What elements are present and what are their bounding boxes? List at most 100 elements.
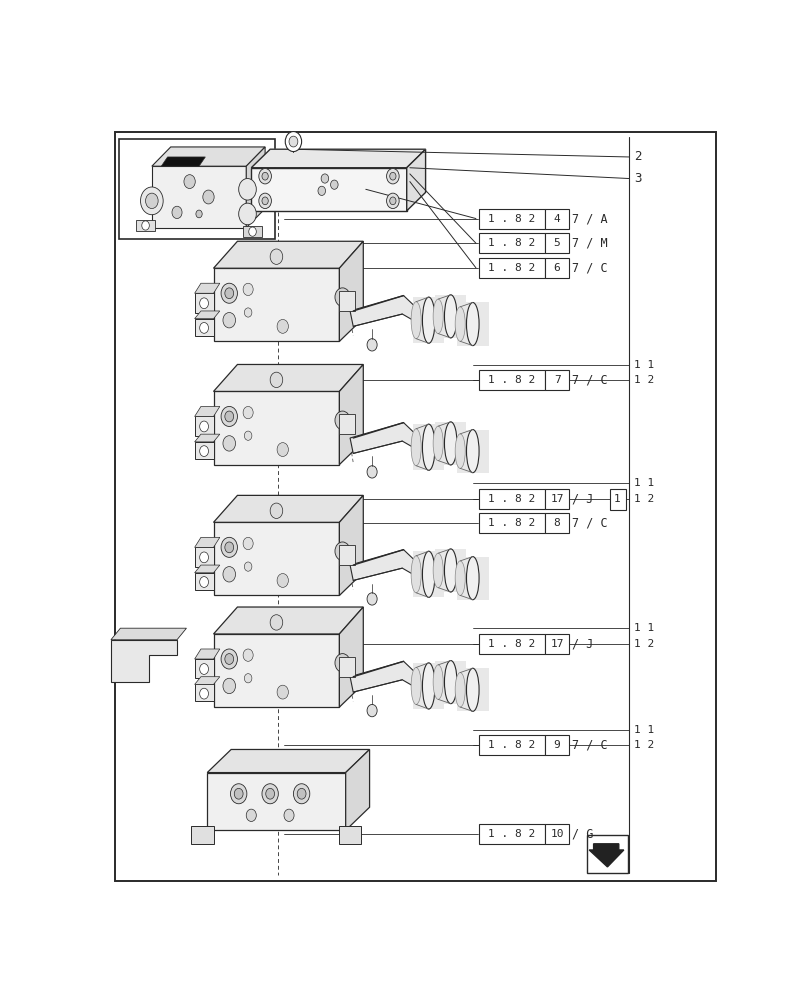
Text: 3: 3 [633,172,641,185]
Text: 10: 10 [550,829,563,839]
Polygon shape [195,319,213,336]
Text: 1 . 8 2: 1 . 8 2 [488,518,535,528]
Circle shape [242,283,253,296]
Bar [544,258,569,278]
Polygon shape [195,311,220,319]
Bar [544,209,569,229]
Ellipse shape [455,307,465,341]
Bar [478,233,544,253]
Polygon shape [195,442,213,459]
Circle shape [238,203,256,225]
Circle shape [225,654,234,664]
Polygon shape [195,649,220,659]
Circle shape [262,172,268,180]
Polygon shape [339,291,354,311]
Text: / G: / G [572,827,593,840]
Polygon shape [251,168,406,211]
Bar [544,233,569,253]
Polygon shape [406,149,425,211]
Circle shape [200,577,208,587]
Polygon shape [457,557,488,600]
Ellipse shape [444,295,457,338]
Ellipse shape [422,663,435,709]
Circle shape [330,180,337,189]
Polygon shape [435,549,466,592]
Ellipse shape [422,297,435,343]
Ellipse shape [422,424,435,470]
Polygon shape [350,661,414,692]
Text: 1 1: 1 1 [633,360,654,370]
Circle shape [184,175,195,189]
Ellipse shape [466,668,478,711]
Polygon shape [435,295,466,338]
Polygon shape [195,684,213,701]
Circle shape [367,466,376,478]
Polygon shape [339,495,363,595]
Polygon shape [195,677,220,684]
Circle shape [277,685,288,699]
Circle shape [145,193,158,209]
Circle shape [225,542,234,553]
Polygon shape [195,537,220,547]
Circle shape [200,664,208,674]
Polygon shape [339,826,361,844]
Polygon shape [339,607,363,707]
Text: 1 . 8 2: 1 . 8 2 [488,494,535,504]
Circle shape [289,136,298,147]
Bar [609,489,625,510]
Circle shape [367,704,376,717]
Ellipse shape [455,673,465,707]
Circle shape [265,788,274,799]
Ellipse shape [444,661,457,704]
Polygon shape [213,634,339,707]
Ellipse shape [466,430,478,473]
Text: 7 / M: 7 / M [572,237,607,250]
Ellipse shape [455,561,465,595]
Bar [478,824,544,844]
Ellipse shape [410,429,421,466]
Polygon shape [413,424,444,470]
Circle shape [335,542,350,560]
Circle shape [386,169,399,184]
Ellipse shape [432,299,443,334]
Polygon shape [207,773,345,830]
Polygon shape [242,226,262,237]
Circle shape [244,431,251,440]
Bar [478,735,544,755]
Text: 1 . 8 2: 1 . 8 2 [488,639,535,649]
Circle shape [223,567,235,582]
Circle shape [225,288,234,299]
Polygon shape [350,296,414,326]
Circle shape [195,210,202,218]
Polygon shape [195,573,213,590]
Circle shape [367,339,376,351]
Text: 2: 2 [633,150,641,163]
Circle shape [221,283,237,303]
Polygon shape [339,545,354,565]
Bar [544,634,569,654]
Text: 9: 9 [553,740,560,750]
Circle shape [200,688,208,699]
Circle shape [285,132,301,152]
Bar [478,370,544,390]
Circle shape [200,552,208,563]
Circle shape [335,288,350,306]
Circle shape [200,421,208,432]
Text: 1 1: 1 1 [633,623,654,633]
Text: 1 . 8 2: 1 . 8 2 [488,829,535,839]
Polygon shape [213,522,339,595]
Text: 1 . 8 2: 1 . 8 2 [488,740,535,750]
Circle shape [242,406,253,419]
Text: 1 2: 1 2 [633,639,654,649]
Polygon shape [195,565,220,573]
Circle shape [389,172,396,180]
Ellipse shape [444,549,457,592]
Polygon shape [589,844,623,867]
Circle shape [318,186,325,195]
Polygon shape [246,147,265,228]
Polygon shape [191,826,213,844]
Polygon shape [339,414,354,434]
Circle shape [140,187,163,215]
Circle shape [248,227,256,236]
Circle shape [221,649,237,669]
